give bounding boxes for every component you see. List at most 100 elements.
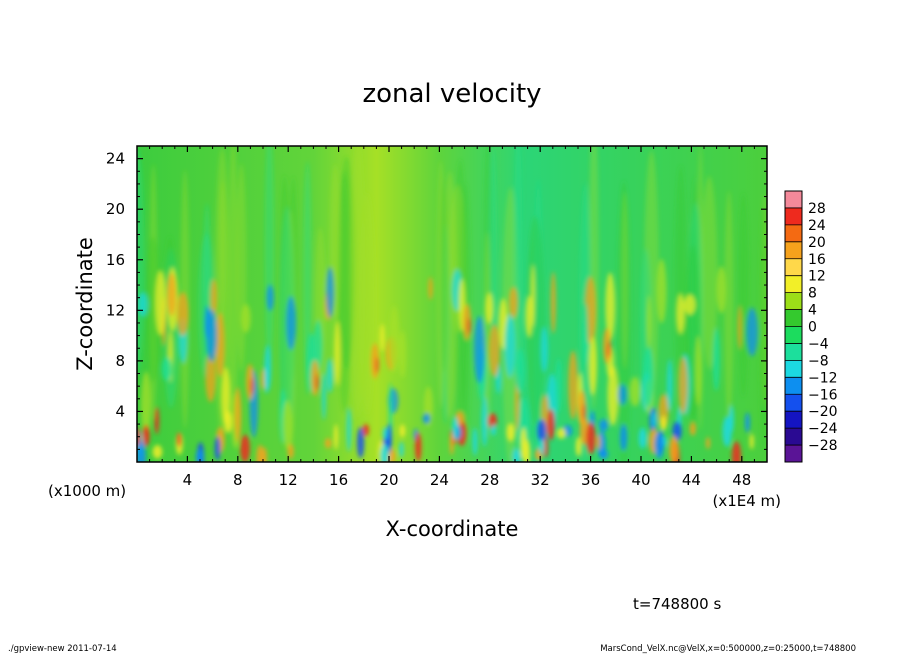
x-tick-label: 24: [430, 471, 449, 489]
heatmap-cell: [422, 413, 431, 424]
heatmap-cell: [440, 177, 448, 373]
heatmap-cell: [346, 407, 352, 452]
x-tick-label: 40: [631, 471, 650, 489]
heatmap-cell: [264, 344, 272, 392]
colorbar-segment: [785, 292, 802, 311]
y-axis-label: Z-coordinate: [73, 237, 97, 371]
heatmap-cell: [674, 164, 687, 415]
heatmap-cell: [654, 431, 664, 459]
colorbar-label: −12: [808, 370, 838, 386]
heatmap-cell: [672, 421, 682, 441]
x-tick-label: 16: [329, 471, 348, 489]
footer-right: MarsCond_VelX.nc@VelX,x=0:500000,z=0:250…: [600, 644, 856, 654]
heatmap-cell: [362, 424, 370, 436]
colorbar-label: 28: [808, 201, 826, 217]
colorbar-label: −4: [808, 336, 829, 352]
heatmap-cell: [695, 335, 702, 406]
heatmap-cell: [599, 449, 609, 460]
heatmap-cell: [547, 409, 555, 441]
colorbar-segment: [785, 191, 802, 209]
y-tick-label: 24: [106, 150, 125, 168]
colorbar-segment: [785, 360, 802, 378]
heatmap-cell: [167, 272, 177, 317]
heatmap-cell: [481, 396, 488, 447]
heatmap-cell: [195, 449, 204, 462]
heatmap-cell: [250, 378, 254, 394]
heatmap-cell: [205, 352, 216, 403]
heatmap-cell: [144, 236, 162, 383]
heatmap-cell: [399, 424, 406, 438]
heatmap-cell: [321, 372, 327, 421]
heatmap-cell: [356, 426, 365, 459]
x-tick-label: 28: [480, 471, 499, 489]
heatmap-cell: [452, 416, 459, 440]
heatmap-cell: [540, 327, 548, 372]
colorbar-label: −20: [808, 404, 838, 420]
heatmap-cell: [262, 447, 267, 462]
heatmap-cell: [643, 347, 654, 408]
heatmap-cell: [607, 342, 611, 358]
colorbar-segment: [785, 258, 802, 277]
y-tick-label: 16: [106, 251, 125, 269]
heatmap-cell: [240, 434, 250, 462]
heatmap-cell: [234, 387, 242, 443]
heatmap-cell: [264, 146, 275, 370]
colorbar-segment: [785, 428, 802, 446]
heatmap-cell: [241, 303, 251, 333]
heatmap-cell: [224, 410, 232, 434]
heatmap-cell: [315, 374, 319, 390]
heatmap-cell: [489, 324, 500, 378]
heatmap-cell: [514, 348, 525, 393]
colorbar-label: 24: [808, 218, 826, 234]
colorbar-segment: [785, 224, 802, 243]
footer-left: ./gpview-new 2011-07-14: [8, 644, 117, 654]
colorbar-label: −24: [808, 421, 838, 437]
heatmap-cell: [236, 163, 247, 372]
heatmap-cell: [638, 427, 647, 449]
heatmap-cell: [605, 272, 616, 341]
heatmap-cell: [415, 432, 422, 462]
heatmap-cell: [582, 404, 586, 420]
heatmap-cell: [749, 433, 754, 450]
y-tick-label: 12: [106, 301, 125, 319]
heatmap-cell: [398, 330, 407, 378]
heatmap-cell: [712, 327, 720, 392]
heatmap-cell: [389, 305, 399, 373]
y-tick-label: 8: [115, 352, 125, 370]
x-tick-label: 32: [531, 471, 550, 489]
heatmap-cell: [746, 307, 758, 357]
heatmap-cell: [219, 180, 227, 322]
heatmap-cell: [282, 400, 293, 450]
heatmap-cell: [666, 359, 673, 411]
x-tick-label: 4: [183, 471, 193, 489]
colorbar-label: −16: [808, 387, 838, 403]
heatmap-cell: [161, 356, 173, 382]
colorbar-segment: [785, 241, 802, 260]
heatmap-cell: [380, 444, 390, 462]
x-tick-label: 20: [379, 471, 398, 489]
plot-area: [137, 146, 767, 462]
heatmap-cell: [523, 439, 531, 462]
heatmap-cell: [214, 436, 221, 461]
heatmap-cell: [537, 419, 547, 443]
heatmap-cell: [256, 444, 265, 462]
heatmap-cell: [656, 258, 667, 324]
heatmap-cell: [326, 266, 335, 318]
heatmap-cell: [176, 432, 182, 447]
heatmap-field: [137, 146, 767, 462]
colorbar-segment: [785, 394, 802, 412]
heatmap-cell: [701, 176, 718, 370]
heatmap-cell: [485, 292, 494, 324]
heatmap-cell: [152, 444, 163, 459]
heatmap-cell: [137, 148, 145, 374]
heatmap-cell: [629, 376, 641, 407]
colorbar-segment: [785, 377, 802, 395]
heatmap-cell: [744, 412, 750, 433]
chart-title: zonal velocity: [362, 79, 541, 109]
colorbar-label: −28: [808, 438, 838, 454]
colorbar-label: 20: [808, 235, 826, 251]
x-tick-label: 44: [682, 471, 701, 489]
x-tick-label: 8: [233, 471, 243, 489]
